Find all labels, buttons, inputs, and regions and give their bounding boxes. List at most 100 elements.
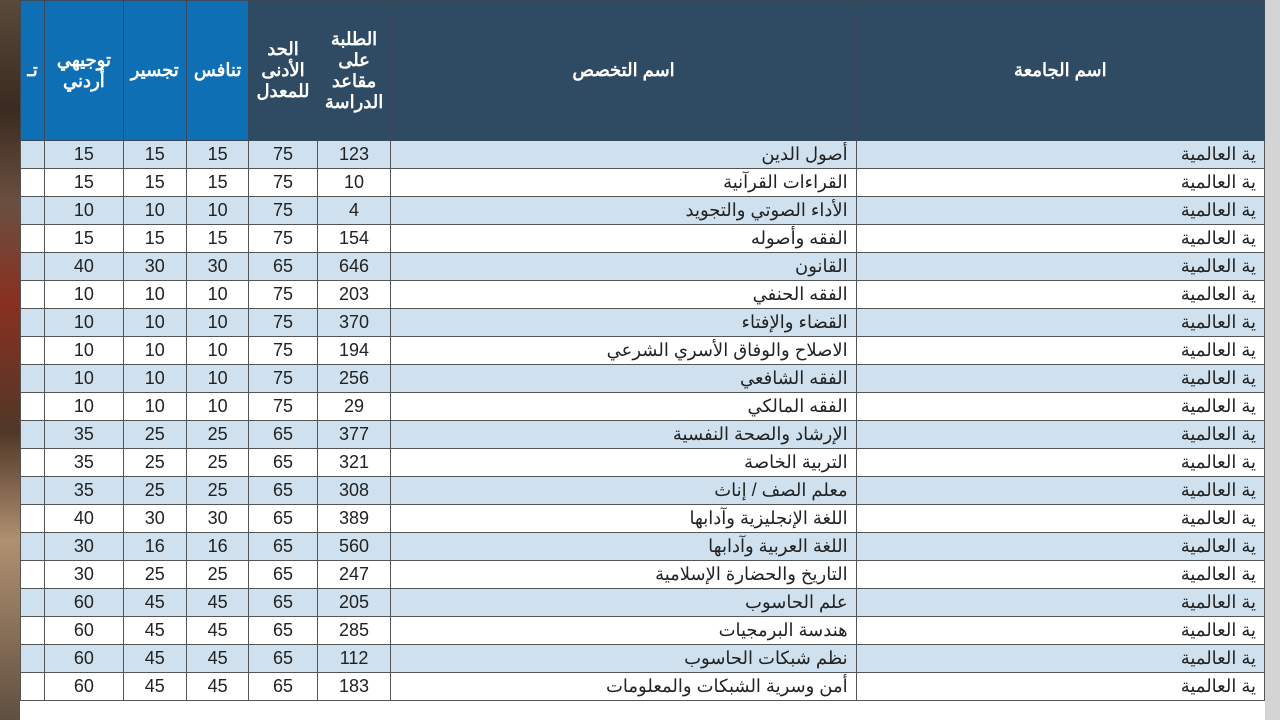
cell-bridging: 10 — [123, 337, 186, 365]
table-row: ية العالميةالقانون64665303040 — [21, 253, 1265, 281]
cell-compete: 45 — [186, 645, 249, 673]
cell-bridging: 16 — [123, 533, 186, 561]
cell-university: ية العالمية — [856, 589, 1264, 617]
table-row: ية العالميةأصول الدين12375151515 — [21, 141, 1265, 169]
cell-tawjihi: 40 — [45, 505, 124, 533]
col-header-seats: الطلبة على مقاعد الدراسة — [317, 1, 391, 141]
cell-seats: 377 — [317, 421, 391, 449]
cell-bridging: 30 — [123, 253, 186, 281]
cell-tawjihi: 15 — [45, 169, 124, 197]
cell-compete: 10 — [186, 281, 249, 309]
cell-university: ية العالمية — [856, 673, 1264, 701]
cell-specialty: الاصلاح والوفاق الأسري الشرعي — [391, 337, 856, 365]
cell-seats: 4 — [317, 197, 391, 225]
cell-seats: 285 — [317, 617, 391, 645]
admissions-table: اسم الجامعة اسم التخصص الطلبة على مقاعد … — [20, 0, 1265, 701]
cell-compete: 10 — [186, 337, 249, 365]
cell-edge — [21, 589, 45, 617]
cell-min-gpa: 65 — [249, 477, 317, 505]
cell-compete: 45 — [186, 673, 249, 701]
cell-min-gpa: 75 — [249, 197, 317, 225]
col-header-tawjihi: توجيهي أردني — [45, 1, 124, 141]
cell-edge — [21, 617, 45, 645]
cell-min-gpa: 75 — [249, 309, 317, 337]
cell-min-gpa: 75 — [249, 281, 317, 309]
table-row: ية العالميةنظم شبكات الحاسوب11265454560 — [21, 645, 1265, 673]
cell-tawjihi: 35 — [45, 449, 124, 477]
cell-tawjihi: 60 — [45, 617, 124, 645]
cell-bridging: 15 — [123, 141, 186, 169]
cell-edge — [21, 393, 45, 421]
cell-tawjihi: 15 — [45, 225, 124, 253]
cell-specialty: نظم شبكات الحاسوب — [391, 645, 856, 673]
cell-min-gpa: 65 — [249, 253, 317, 281]
cell-specialty: اللغة العربية وآدابها — [391, 533, 856, 561]
cell-specialty: الأداء الصوتي والتجويد — [391, 197, 856, 225]
cell-compete: 10 — [186, 393, 249, 421]
table-row: ية العالميةالقضاء والإفتاء37075101010 — [21, 309, 1265, 337]
cell-specialty: القراءات القرآنية — [391, 169, 856, 197]
cell-university: ية العالمية — [856, 281, 1264, 309]
cell-compete: 15 — [186, 141, 249, 169]
cell-seats: 256 — [317, 365, 391, 393]
cell-compete: 45 — [186, 617, 249, 645]
cell-specialty: الإرشاد والصحة النفسية — [391, 421, 856, 449]
cell-university: ية العالمية — [856, 449, 1264, 477]
cell-tawjihi: 10 — [45, 365, 124, 393]
table-row: ية العالميةالأداء الصوتي والتجويد4751010… — [21, 197, 1265, 225]
cell-min-gpa: 75 — [249, 393, 317, 421]
cell-compete: 30 — [186, 505, 249, 533]
cell-seats: 29 — [317, 393, 391, 421]
cell-seats: 247 — [317, 561, 391, 589]
table-row: ية العالميةالاصلاح والوفاق الأسري الشرعي… — [21, 337, 1265, 365]
cell-tawjihi: 60 — [45, 589, 124, 617]
cell-bridging: 30 — [123, 505, 186, 533]
table-row: ية العالميةالتربية الخاصة32165252535 — [21, 449, 1265, 477]
cell-tawjihi: 10 — [45, 197, 124, 225]
cell-bridging: 15 — [123, 169, 186, 197]
table-row: ية العالميةالقراءات القرآنية1075151515 — [21, 169, 1265, 197]
cell-bridging: 10 — [123, 393, 186, 421]
cell-university: ية العالمية — [856, 225, 1264, 253]
cell-min-gpa: 65 — [249, 589, 317, 617]
table-row: ية العالميةالتاريخ والحضارة الإسلامية247… — [21, 561, 1265, 589]
cell-compete: 45 — [186, 589, 249, 617]
table-row: ية العالميةالفقه وأصوله15475151515 — [21, 225, 1265, 253]
cell-edge — [21, 477, 45, 505]
cell-bridging: 10 — [123, 197, 186, 225]
table-row: ية العالميةاللغة العربية وآدابها56065161… — [21, 533, 1265, 561]
cell-compete: 25 — [186, 421, 249, 449]
cell-seats: 646 — [317, 253, 391, 281]
cell-bridging: 10 — [123, 309, 186, 337]
cell-university: ية العالمية — [856, 309, 1264, 337]
cell-compete: 16 — [186, 533, 249, 561]
cell-compete: 25 — [186, 561, 249, 589]
cell-edge — [21, 253, 45, 281]
cell-compete: 25 — [186, 477, 249, 505]
cell-tawjihi: 40 — [45, 253, 124, 281]
cell-min-gpa: 65 — [249, 561, 317, 589]
cell-seats: 205 — [317, 589, 391, 617]
cell-bridging: 10 — [123, 281, 186, 309]
cell-min-gpa: 75 — [249, 141, 317, 169]
cell-edge — [21, 449, 45, 477]
cell-university: ية العالمية — [856, 393, 1264, 421]
cell-seats: 370 — [317, 309, 391, 337]
cell-edge — [21, 337, 45, 365]
cell-university: ية العالمية — [856, 533, 1264, 561]
cell-university: ية العالمية — [856, 505, 1264, 533]
cell-university: ية العالمية — [856, 253, 1264, 281]
table-body: ية العالميةأصول الدين12375151515ية العال… — [21, 141, 1265, 701]
cell-tawjihi: 30 — [45, 533, 124, 561]
cell-bridging: 25 — [123, 477, 186, 505]
cell-edge — [21, 561, 45, 589]
cell-specialty: أمن وسرية الشبكات والمعلومات — [391, 673, 856, 701]
cell-specialty: الفقه الشافعي — [391, 365, 856, 393]
table-row: ية العالميةالإرشاد والصحة النفسية3776525… — [21, 421, 1265, 449]
cell-compete: 15 — [186, 225, 249, 253]
cell-tawjihi: 10 — [45, 393, 124, 421]
cell-min-gpa: 65 — [249, 421, 317, 449]
cell-specialty: الفقه الحنفي — [391, 281, 856, 309]
cell-tawjihi: 10 — [45, 281, 124, 309]
col-header-university: اسم الجامعة — [856, 1, 1264, 141]
